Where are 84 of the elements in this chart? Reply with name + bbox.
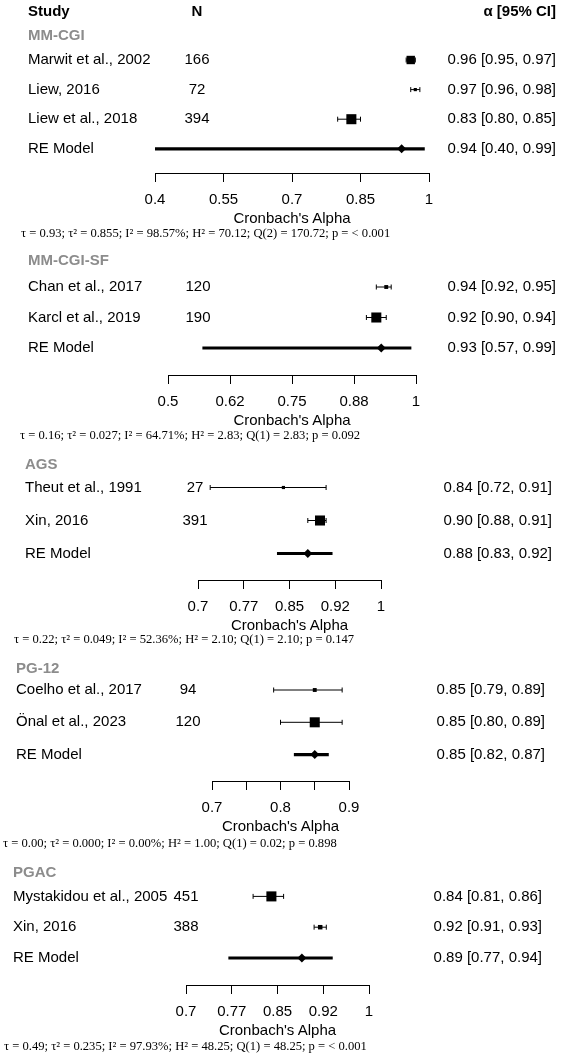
y-tick-label: Theut et al., 1991: [25, 477, 142, 495]
text: τ = 0.22; τ² = 0.049; I² = 52.36%; H² = 2.10; Q(1) = 2.10; p = 0.147: [14, 632, 355, 647]
x-axis-title: Cronbach's Alpha: [233, 209, 352, 227]
x-tick-label: 1: [411, 392, 421, 410]
x-tick-label: 0.7: [187, 597, 209, 615]
y-tick-label: RE Model: [25, 543, 91, 561]
annotation: 451: [173, 886, 199, 904]
x-axis-title: Cronbach's Alpha: [221, 817, 340, 835]
data-label: 0.90 [0.88, 0.91]: [443, 510, 552, 528]
text: τ = 0.49; τ² = 0.235; I² = 97.93%; H² = 48.25; Q(1) = 48.25; p = < 0.001: [4, 1039, 367, 1054]
y-tick-label: Chan et al., 2017: [28, 277, 143, 295]
x-tick-label: 0.62: [215, 392, 245, 410]
x-tick-label: 0.5: [157, 392, 179, 410]
data-label: 0.84 [0.72, 0.91]: [443, 477, 552, 495]
chart-title: MM-CGI-SF: [28, 251, 109, 269]
x-tick-label: 0.88: [339, 392, 369, 410]
text: 0.89 [0.77, 0.94]: [433, 948, 542, 966]
data-label: 0.92 [0.91, 0.93]: [433, 917, 542, 935]
x-tick-label: 0.4: [144, 190, 166, 208]
y-tick-label: Önal et al., 2023: [16, 712, 127, 730]
text: N: [191, 2, 203, 20]
data-label: 0.84 [0.81, 0.86]: [433, 886, 542, 904]
x-tick-label: 1: [364, 1002, 374, 1020]
annotation: 166: [184, 50, 210, 68]
x-tick-label: 0.85: [274, 597, 305, 615]
y-tick-label: Xin, 2016: [25, 510, 89, 528]
annotation: 394: [184, 109, 210, 127]
x-axis-title: Cronbach's Alpha: [233, 411, 352, 429]
x-tick-label: 0.8: [270, 798, 291, 816]
text: τ = 0.00; τ² = 0.000; I² = 0.00%; H² = 1.00; Q(1) = 0.02; p = 0.898: [3, 836, 337, 851]
data-label: 0.85 [0.80, 0.89]: [436, 712, 545, 730]
x-axis-title: Cronbach's Alpha: [230, 616, 349, 634]
text: 0.94 [0.40, 0.99]: [447, 138, 556, 156]
annotation: 391: [182, 510, 208, 528]
x-tick-label: 0.77: [229, 597, 259, 615]
text: PG-12: [16, 658, 60, 676]
data-label: 0.94 [0.92, 0.95]: [447, 277, 556, 295]
x-tick-label: 0.85: [262, 1002, 293, 1020]
y-tick-label: RE Model: [28, 138, 94, 156]
text: α [95% CI]: [483, 2, 556, 20]
annotation: 388: [173, 917, 199, 935]
x-tick-label: 0.85: [345, 190, 376, 208]
y-tick-label: Xin, 2016: [13, 917, 77, 935]
data-label: 0.83 [0.80, 0.85]: [447, 109, 556, 127]
y-tick-label: RE Model: [28, 338, 94, 356]
x-tick-label: 0.7: [281, 190, 303, 208]
annotation: 190: [185, 307, 211, 325]
annotation: 27: [186, 477, 204, 495]
data-label: 0.85 [0.79, 0.89]: [436, 680, 545, 698]
y-tick-label: Marwit et al., 2002: [28, 50, 151, 68]
text: τ = 0.93; τ² = 0.855; I² = 98.57%; H² = 70.12; Q(2) = 170.72; p = < 0.001: [21, 225, 391, 240]
text: PGAC: [13, 863, 57, 881]
x-tick-label: 0.77: [217, 1002, 247, 1020]
y-tick-label: Liew et al., 2018: [28, 109, 138, 127]
y-tick-label: RE Model: [13, 948, 79, 966]
chart-title: MM-CGI: [28, 26, 85, 44]
y-tick-label: Coelho et al., 2017: [16, 680, 142, 698]
y-tick-label: RE Model: [16, 744, 82, 762]
data-label: 0.92 [0.90, 0.94]: [447, 307, 556, 325]
text: 0.85 [0.82, 0.87]: [436, 744, 545, 762]
y-tick-label: Liew, 2016: [28, 79, 100, 97]
x-tick-label: 1: [376, 597, 386, 615]
x-axis-title: Cronbach's Alpha: [218, 1021, 337, 1039]
text: 120: [175, 712, 201, 730]
y-tick-label: Karcl et al., 2019: [28, 307, 141, 325]
text: 0.88 [0.83, 0.92]: [443, 543, 552, 561]
text: τ = 0.16; τ² = 0.027; I² = 64.71%; H² = 2.83; Q(1) = 2.83; p = 0.092: [20, 428, 361, 443]
data-label: 0.96 [0.95, 0.97]: [447, 50, 556, 68]
x-tick-label: 0.92: [320, 597, 350, 615]
x-tick-label: 1: [424, 190, 434, 208]
x-tick-label: 0.92: [308, 1002, 338, 1020]
x-tick-label: 0.9: [338, 798, 360, 816]
x-tick-label: 0.75: [277, 392, 307, 410]
text: 94: [179, 680, 197, 698]
annotation: 72: [188, 79, 206, 97]
annotation: 120: [185, 277, 211, 295]
data-label: 0.97 [0.96, 0.98]: [447, 79, 556, 97]
text: 0.93 [0.57, 0.99]: [447, 338, 556, 356]
y-axis-title: Study: [28, 2, 71, 20]
x-tick-label: 0.7: [201, 798, 223, 816]
y-tick-label: Mystakidou et al., 2005: [13, 886, 168, 904]
x-tick-label: 0.7: [175, 1002, 197, 1020]
x-tick-label: 0.55: [208, 190, 239, 208]
text: AGS: [25, 455, 58, 473]
